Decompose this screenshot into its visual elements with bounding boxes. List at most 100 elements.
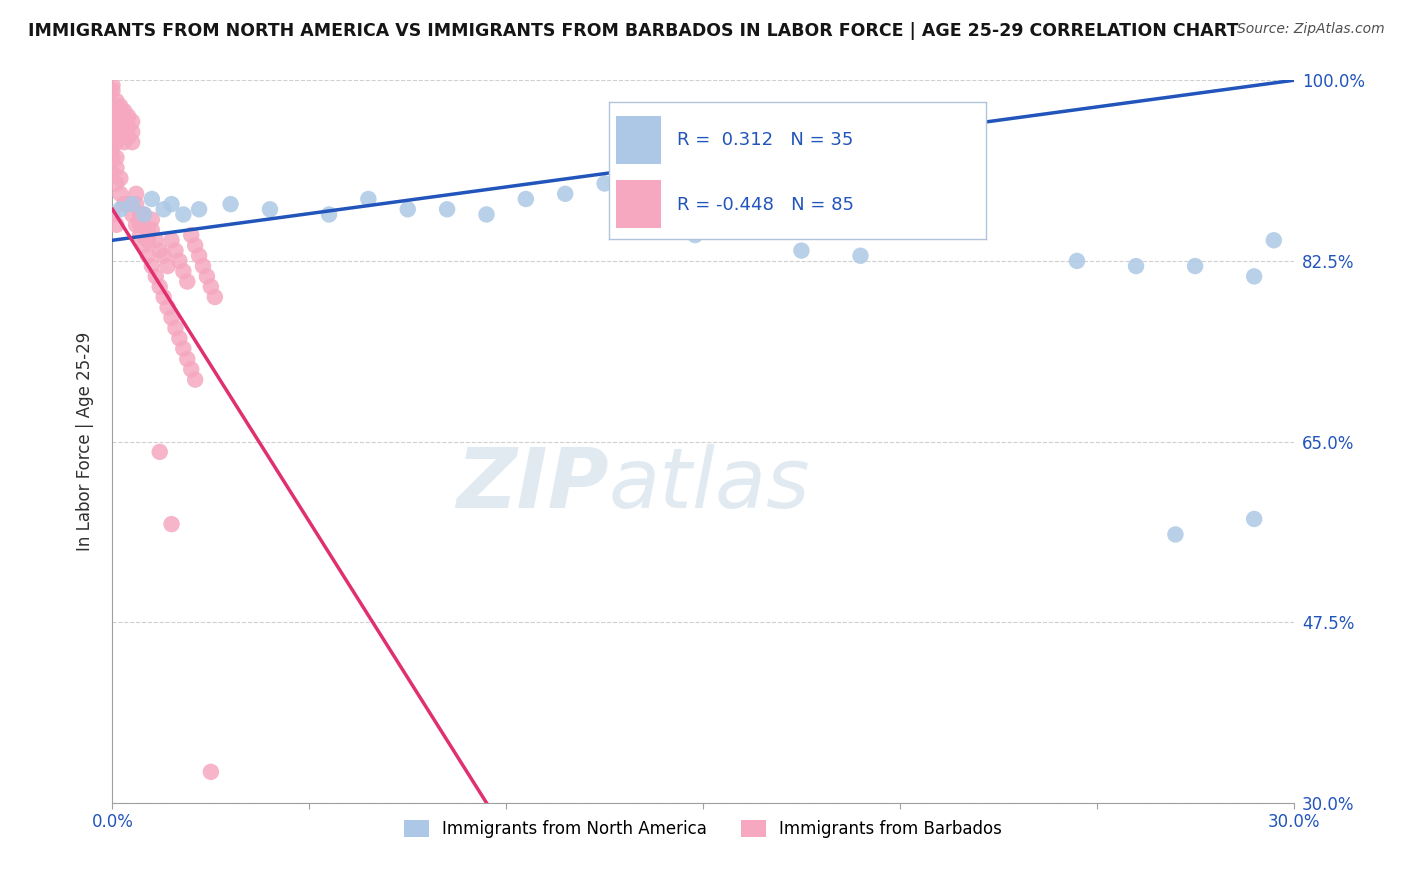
Point bbox=[145, 233, 167, 247]
Point bbox=[105, 218, 128, 232]
Point bbox=[711, 177, 734, 191]
Point bbox=[152, 202, 174, 217]
Text: IMMIGRANTS FROM NORTH AMERICA VS IMMIGRANTS FROM BARBADOS IN LABOR FORCE | AGE 2: IMMIGRANTS FROM NORTH AMERICA VS IMMIGRA… bbox=[28, 22, 1239, 40]
Point bbox=[101, 78, 124, 93]
Point bbox=[117, 109, 139, 123]
Text: ZIP: ZIP bbox=[456, 444, 609, 525]
Point bbox=[1263, 233, 1285, 247]
Point bbox=[188, 249, 211, 263]
Point bbox=[188, 202, 211, 217]
Point bbox=[101, 84, 124, 98]
Point bbox=[141, 259, 163, 273]
Point bbox=[132, 207, 155, 221]
Point bbox=[129, 207, 152, 221]
Point bbox=[672, 192, 695, 206]
Point bbox=[105, 135, 128, 149]
Point bbox=[554, 186, 576, 201]
Point bbox=[172, 264, 194, 278]
Point bbox=[156, 301, 179, 315]
Point bbox=[125, 218, 148, 232]
Point bbox=[180, 228, 202, 243]
Point bbox=[141, 212, 163, 227]
Point bbox=[849, 249, 872, 263]
Text: atlas: atlas bbox=[609, 444, 810, 525]
Point bbox=[105, 125, 128, 139]
Point bbox=[121, 114, 143, 128]
Point bbox=[357, 192, 380, 206]
Point bbox=[172, 207, 194, 221]
Point bbox=[112, 114, 135, 128]
Point bbox=[195, 269, 218, 284]
Point bbox=[110, 186, 132, 201]
Point bbox=[112, 135, 135, 149]
Point bbox=[101, 120, 124, 134]
Point bbox=[200, 279, 222, 293]
Point bbox=[112, 197, 135, 211]
Point bbox=[125, 186, 148, 201]
Point bbox=[110, 99, 132, 113]
Point bbox=[105, 161, 128, 175]
Point bbox=[1125, 259, 1147, 273]
Point bbox=[136, 233, 159, 247]
Text: Source: ZipAtlas.com: Source: ZipAtlas.com bbox=[1237, 22, 1385, 37]
Point bbox=[132, 238, 155, 252]
Point bbox=[101, 130, 124, 145]
Point bbox=[160, 197, 183, 211]
Point bbox=[515, 192, 537, 206]
Point bbox=[117, 197, 139, 211]
Point bbox=[101, 99, 124, 113]
Point bbox=[105, 114, 128, 128]
Point bbox=[475, 207, 498, 221]
Point bbox=[169, 331, 191, 345]
Point bbox=[149, 445, 172, 459]
Point bbox=[633, 223, 655, 237]
Point bbox=[259, 202, 281, 217]
Point bbox=[184, 373, 207, 387]
Point bbox=[110, 109, 132, 123]
Point bbox=[204, 290, 226, 304]
Point bbox=[129, 228, 152, 243]
Point bbox=[125, 197, 148, 211]
Point bbox=[1184, 259, 1206, 273]
Point bbox=[948, 207, 970, 221]
Point bbox=[136, 249, 159, 263]
Point bbox=[176, 351, 198, 366]
Point bbox=[219, 197, 242, 211]
Point bbox=[790, 244, 813, 258]
Point bbox=[112, 125, 135, 139]
Point bbox=[160, 233, 183, 247]
Point bbox=[121, 207, 143, 221]
Point bbox=[117, 120, 139, 134]
Point bbox=[110, 202, 132, 217]
Point bbox=[110, 120, 132, 134]
Point bbox=[1164, 527, 1187, 541]
Point bbox=[105, 94, 128, 108]
Point bbox=[110, 171, 132, 186]
Point bbox=[152, 249, 174, 263]
Point bbox=[105, 177, 128, 191]
Y-axis label: In Labor Force | Age 25-29: In Labor Force | Age 25-29 bbox=[76, 332, 94, 551]
Point bbox=[593, 177, 616, 191]
Point bbox=[149, 244, 172, 258]
Point bbox=[112, 104, 135, 119]
Point bbox=[105, 151, 128, 165]
Point bbox=[436, 202, 458, 217]
Point bbox=[318, 207, 340, 221]
Point bbox=[141, 192, 163, 206]
Point bbox=[136, 223, 159, 237]
Point bbox=[152, 290, 174, 304]
Point bbox=[1066, 253, 1088, 268]
Point bbox=[132, 207, 155, 221]
Point bbox=[200, 764, 222, 779]
Point bbox=[396, 202, 419, 217]
Point bbox=[121, 135, 143, 149]
Point bbox=[101, 207, 124, 221]
Point bbox=[165, 321, 187, 335]
Point bbox=[105, 104, 128, 119]
Point bbox=[101, 151, 124, 165]
Point bbox=[117, 130, 139, 145]
Point bbox=[683, 228, 706, 243]
Point bbox=[172, 342, 194, 356]
Point bbox=[156, 259, 179, 273]
Point bbox=[191, 259, 214, 273]
